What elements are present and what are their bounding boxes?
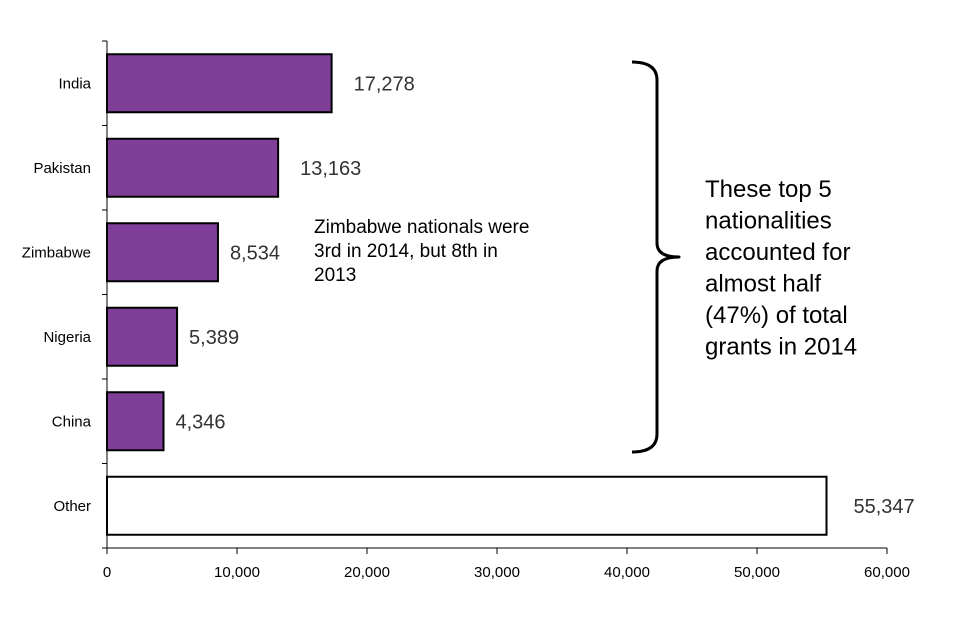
- value-label-india: 17,278: [354, 73, 415, 95]
- bar-nigeria: [106, 306, 179, 367]
- value-label-nigeria: 5,389: [189, 327, 239, 349]
- x-tick-label: 0: [103, 564, 111, 581]
- x-tick-label: 40,000: [604, 564, 650, 581]
- bar-china: [106, 391, 165, 452]
- category-label-pakistan: Pakistan: [33, 160, 91, 177]
- category-label-india: India: [58, 75, 91, 92]
- value-label-zimbabwe: 8,534: [230, 242, 280, 264]
- category-label-other: Other: [53, 498, 91, 515]
- category-label-nigeria: Nigeria: [43, 329, 91, 346]
- x-tick-label: 30,000: [474, 564, 520, 581]
- zimbabwe-annotation: Zimbabwe nationals were 3rd in 2014, but …: [314, 217, 529, 286]
- x-tick-label: 60,000: [864, 564, 910, 581]
- value-label-pakistan: 13,163: [300, 158, 361, 180]
- x-tick-label: 10,000: [214, 564, 260, 581]
- bars-group: [106, 53, 828, 536]
- x-tick-label: 20,000: [344, 564, 390, 581]
- ticks-group: 0 10,000 20,000 30,000 40,000 50,000 60,000: [102, 40, 910, 581]
- bar-india: [106, 53, 333, 114]
- category-labels-group: India Pakistan Zimbabwe Nigeria China Other: [22, 75, 92, 515]
- category-label-china: China: [52, 413, 92, 430]
- x-tick-label: 50,000: [734, 564, 780, 581]
- value-labels-group: 17,278 13,163 8,534 5,389 4,346 55,347: [175, 73, 914, 518]
- value-label-china: 4,346: [175, 411, 225, 433]
- bar-other: [106, 475, 828, 536]
- top5-annotation: These top 5 nationalities accounted for alm…: [705, 176, 857, 361]
- category-label-zimbabwe: Zimbabwe: [22, 244, 91, 261]
- bar-pakistan: [106, 137, 280, 198]
- value-label-other: 55,347: [854, 496, 915, 518]
- curly-bracket: [631, 60, 681, 454]
- bar-zimbabwe: [106, 222, 219, 283]
